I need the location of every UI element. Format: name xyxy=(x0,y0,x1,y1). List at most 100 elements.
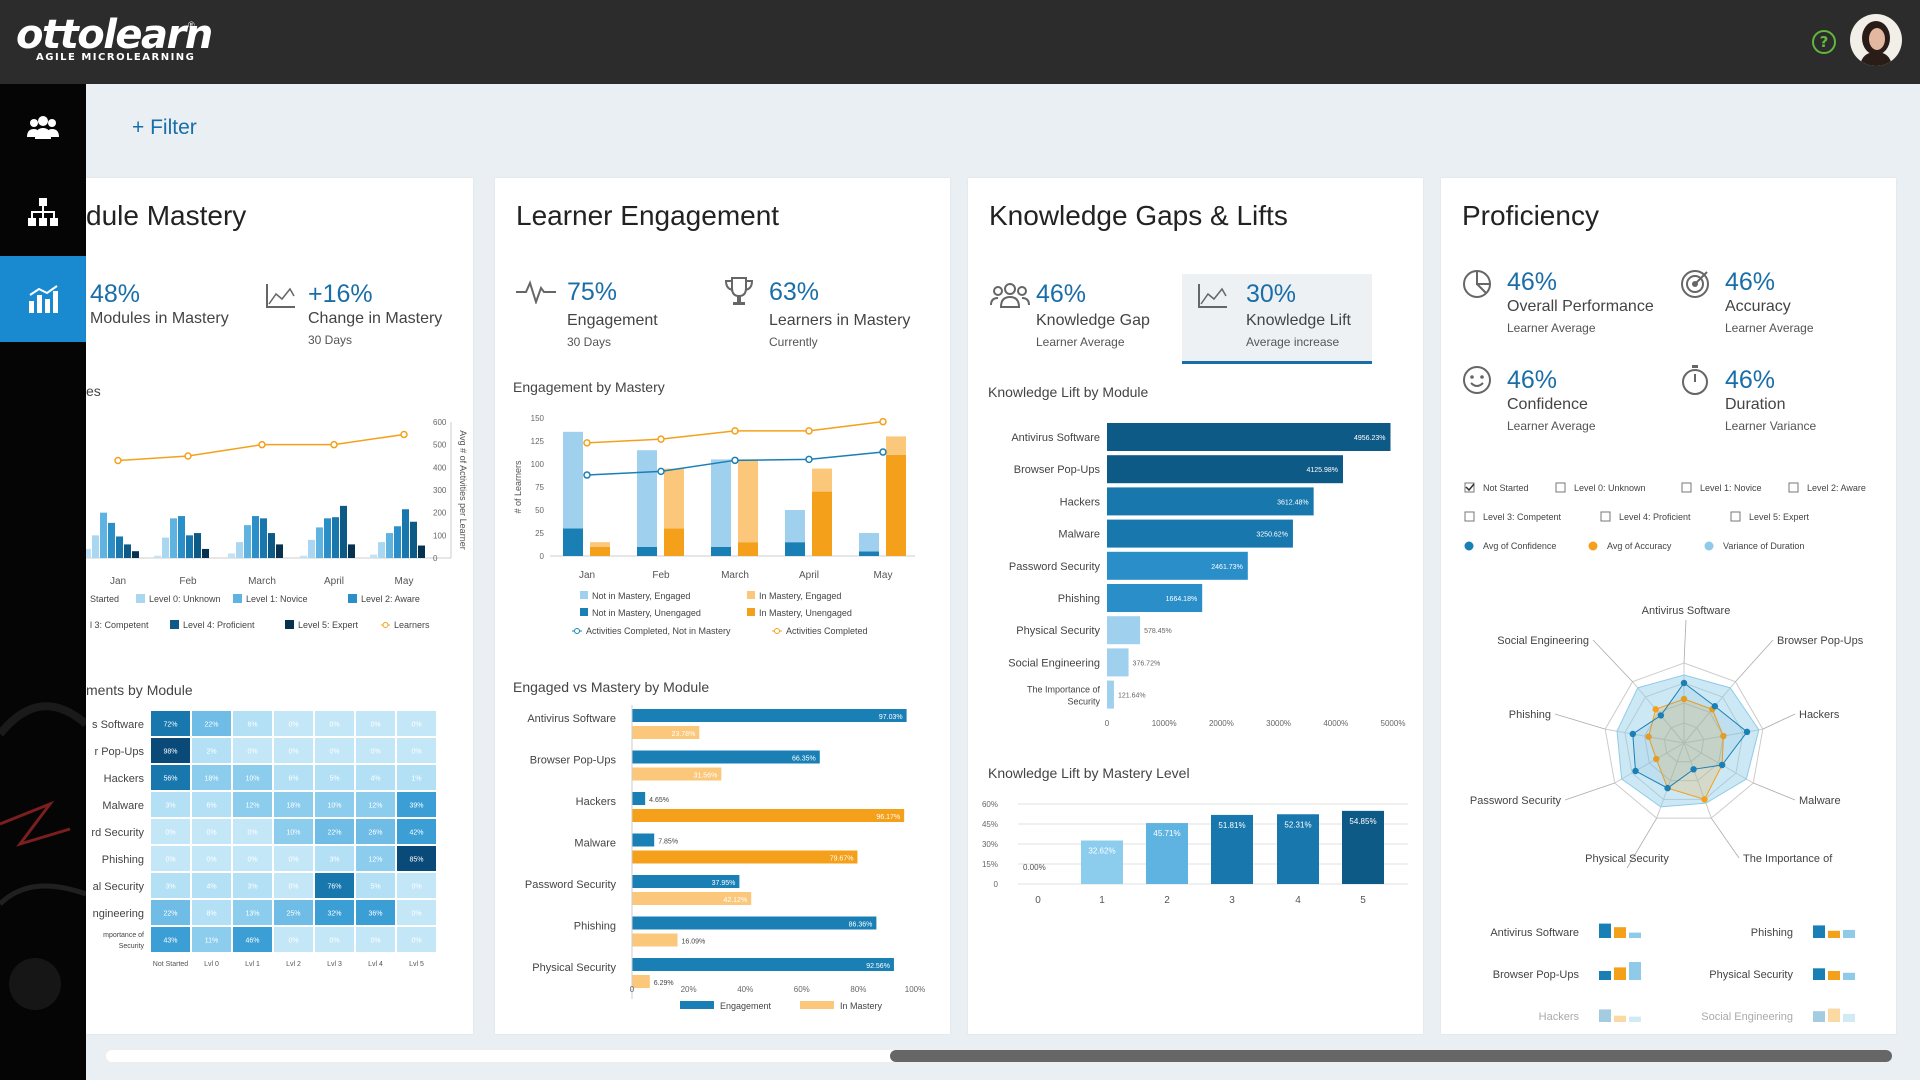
x-tick-label: 0 xyxy=(1035,895,1041,906)
heatmap-cell xyxy=(274,765,313,790)
mini-bar xyxy=(1828,1008,1840,1022)
y-tick-label: 0 xyxy=(540,552,545,561)
stat-label: Knowledge Gap xyxy=(1036,312,1150,329)
bar xyxy=(300,555,307,558)
category-label: Antivirus Software xyxy=(527,713,616,725)
bar-value-label: 66.35% xyxy=(792,756,816,763)
radar-axis-label: Phishing xyxy=(1509,709,1551,721)
knowledge-lift-tab[interactable] xyxy=(1182,274,1372,364)
line-point xyxy=(184,452,192,460)
heatmap-cell-label: 0% xyxy=(288,857,298,864)
y-axis-label: # of Learners xyxy=(513,460,523,514)
heatmap-cell-label: 0% xyxy=(370,749,380,756)
bar xyxy=(378,542,385,558)
y-tick-label: 45% xyxy=(982,820,998,829)
bar xyxy=(632,875,740,888)
bar-value-label: 31.56% xyxy=(694,773,718,780)
bar-value-label: 45.71% xyxy=(1153,829,1180,838)
legend-label: Activities Completed, Not in Mastery xyxy=(586,626,731,636)
logo[interactable]: ottolearn xyxy=(16,12,213,58)
radar-series-area xyxy=(1632,682,1748,789)
legend-label: Started xyxy=(90,594,119,604)
heatmap-cell xyxy=(315,873,354,898)
filter-label: Level 2: Aware xyxy=(1807,483,1866,493)
bar-value-label: 86.36% xyxy=(849,922,873,929)
legend-label: Learners xyxy=(394,620,430,630)
heatmap-cell-label: 1% xyxy=(411,776,421,783)
heatmap-row-label: rd Security xyxy=(91,827,144,839)
section-title: ments by Module xyxy=(86,682,193,698)
sidebar-item-organization[interactable] xyxy=(0,170,86,256)
radar-leader-line xyxy=(1711,817,1740,859)
heatmap-cell-label: 0% xyxy=(329,722,339,729)
legend-label: Not in Mastery, Unengaged xyxy=(592,608,701,618)
bar xyxy=(632,892,752,905)
legend-label: Engagement xyxy=(720,1001,772,1011)
heatmap-cell xyxy=(315,846,354,871)
bar xyxy=(632,792,646,805)
legend-swatch xyxy=(382,622,389,628)
radar-axis-label: Social Engineering xyxy=(1497,635,1589,647)
heatmap-cell xyxy=(192,819,231,844)
heatmap-cell-label: 0% xyxy=(247,749,257,756)
mini-bar xyxy=(1843,929,1855,938)
card-title: Proficiency xyxy=(1462,200,1599,231)
bar-value-label: 23.78% xyxy=(672,731,696,738)
radar-axis-label: Malware xyxy=(1799,795,1841,807)
bar xyxy=(632,850,858,864)
bar xyxy=(162,537,169,558)
legend-label: Level 1: Novice xyxy=(246,594,308,604)
bar xyxy=(170,518,177,558)
sidebar-item-analytics[interactable] xyxy=(0,256,86,342)
mini-bar xyxy=(1629,932,1641,938)
heatmap-cell-label: 0% xyxy=(411,722,421,729)
x-tick-label: 4000% xyxy=(1323,719,1348,728)
stat-label: Overall Performance xyxy=(1507,298,1654,315)
bar-value-label: 3250.62% xyxy=(1256,532,1288,539)
card-title: Knowledge Gaps & Lifts xyxy=(989,200,1288,231)
heatmap-col-label: Lvl 5 xyxy=(409,961,424,968)
radar-axis-label: Hackers xyxy=(1799,709,1840,721)
help-icon[interactable]: ? xyxy=(1812,30,1836,54)
heatmap-cell xyxy=(151,900,190,925)
bar xyxy=(812,491,832,556)
bar xyxy=(637,546,657,556)
radar-point xyxy=(1701,796,1708,803)
heatmap-cell-label: 0% xyxy=(165,857,175,864)
y-tick-label: 25 xyxy=(535,529,544,538)
bar xyxy=(236,542,243,558)
bar xyxy=(590,546,610,556)
x-tick-label: April xyxy=(324,576,344,587)
learner-engagement-card: Learner Engagement 75% Engagement 30 Day… xyxy=(495,178,950,1034)
filter-label: Level 3: Competent xyxy=(1483,512,1562,522)
radar-leader-line xyxy=(1683,619,1687,664)
heatmap-cell xyxy=(315,711,354,736)
radar-spoke xyxy=(1632,681,1685,744)
heatmap-cell-label: 0% xyxy=(329,749,339,756)
avatar[interactable] xyxy=(1850,14,1902,66)
horizontal-scrollbar-thumb[interactable] xyxy=(890,1050,1892,1062)
heatmap-cell xyxy=(192,927,231,952)
heatmap-row-label: Security xyxy=(119,943,145,950)
bar xyxy=(1107,680,1114,709)
bar-value-label: 376.72% xyxy=(1133,660,1161,667)
bar xyxy=(370,554,377,558)
stat-value: 46% xyxy=(1507,268,1558,296)
category-label: Phishing xyxy=(1058,593,1100,605)
heatmap-cell-label: 0% xyxy=(329,938,339,945)
y-tick-label: 100 xyxy=(433,531,447,540)
heatmap-cell-label: 46% xyxy=(245,938,259,945)
y-tick-label: 50 xyxy=(535,506,544,515)
heatmap-row-label: s Software xyxy=(92,719,144,731)
heatmap-cell xyxy=(356,711,395,736)
sidebar-item-users[interactable] xyxy=(0,84,86,170)
logo-tagline: AGILE MICROLEARNING xyxy=(36,52,196,63)
mini-bar xyxy=(1629,1016,1641,1022)
heatmap-cell xyxy=(274,711,313,736)
heatmap-cell xyxy=(151,711,190,736)
filter-button[interactable]: + Filter xyxy=(132,116,197,139)
line-point xyxy=(258,440,266,449)
heatmap-cell-label: 22% xyxy=(204,722,218,729)
heatmap-cell-label: 3% xyxy=(329,857,339,864)
bar-value-label: 37.95% xyxy=(712,880,736,887)
